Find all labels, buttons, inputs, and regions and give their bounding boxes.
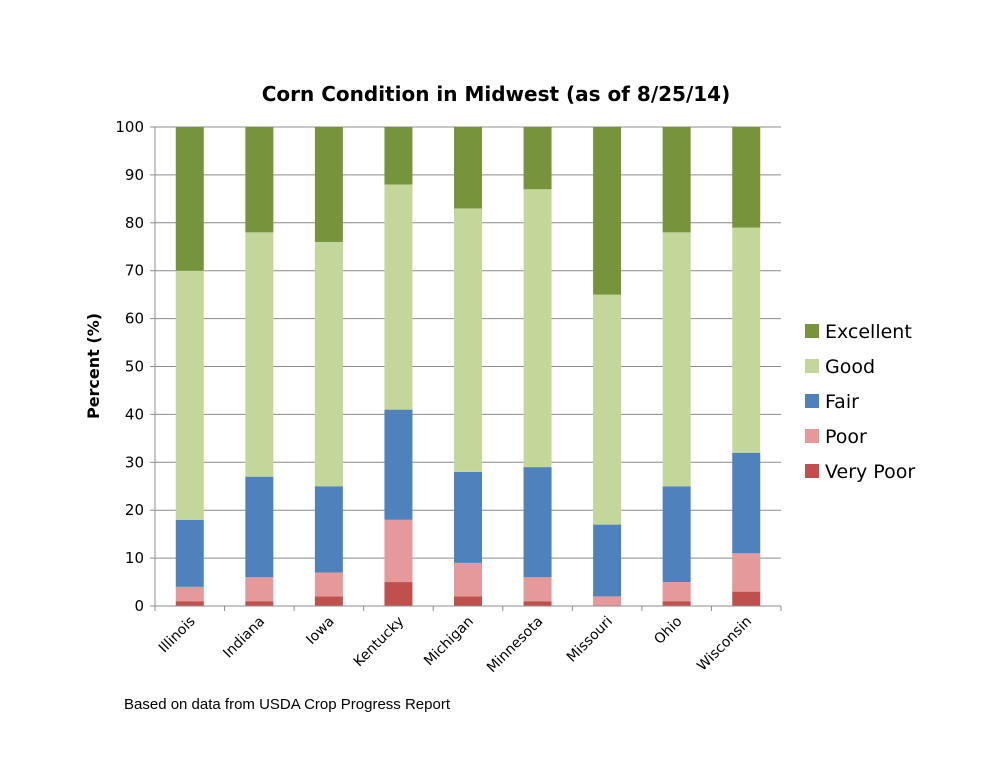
bar-segment-good (523, 189, 552, 468)
bar-segment-very-poor (523, 601, 552, 606)
x-tick-label: Minnesota (484, 614, 546, 676)
y-tick-label: 50 (125, 358, 144, 376)
y-axis-label: Percent (%) (84, 313, 103, 419)
bar-segment-good (732, 227, 761, 453)
bar-segment-excellent (175, 127, 204, 271)
bar-segment-very-poor (384, 582, 413, 606)
legend-swatch (805, 324, 819, 338)
bar-segment-poor (454, 562, 482, 597)
bar-segment-poor (245, 577, 274, 602)
legend-label: Good (825, 356, 875, 378)
bar-segment-poor (314, 572, 343, 597)
x-tick-label: Michigan (421, 614, 477, 670)
bar-segment-fair (593, 524, 622, 597)
x-tick-label: Iowa (303, 614, 337, 648)
bar-segment-poor (732, 553, 761, 592)
bar-segment-poor (175, 586, 204, 602)
bar-segment-fair (732, 452, 761, 554)
y-tick-label: 60 (125, 310, 144, 328)
source-note: Based on data from USDA Crop Progress Re… (124, 696, 451, 713)
legend-label: Poor (825, 426, 867, 448)
bar-segment-fair (314, 486, 343, 573)
x-tick-label: Wisconsin (694, 614, 755, 675)
bars (175, 127, 761, 606)
bar-segment-poor (523, 577, 552, 602)
bar-segment-fair (662, 486, 691, 583)
bar-segment-good (384, 184, 413, 410)
bar-segment-excellent (732, 127, 761, 228)
bar-segment-fair (523, 467, 552, 578)
y-tick-label: 20 (125, 501, 144, 519)
y-tick-label: 80 (125, 214, 144, 232)
y-tick-label: 0 (134, 597, 144, 615)
bar-segment-good (314, 241, 343, 487)
bar-segment-excellent (314, 127, 343, 242)
bar-segment-good (175, 270, 204, 520)
y-tick-label: 40 (125, 405, 144, 423)
bar-segment-poor (662, 582, 691, 602)
bar-segment-excellent (454, 127, 482, 209)
bar-segment-fair (454, 471, 482, 563)
bar-segment-fair (175, 519, 204, 587)
legend-swatch (805, 464, 819, 478)
bar-segment-fair (384, 409, 413, 520)
bar-segment-excellent (523, 127, 552, 190)
bar-segment-poor (384, 519, 413, 583)
y-tick-label: 10 (125, 549, 144, 567)
legend: Excellent Good Fair Poor Very Poor (805, 321, 915, 483)
y-tick-label: 30 (125, 453, 144, 471)
bar-segment-very-poor (314, 596, 343, 606)
legend-label: Very Poor (825, 461, 915, 483)
legend-swatch (805, 429, 819, 443)
x-tick-label: Kentucky (351, 614, 408, 671)
bar-segment-good (245, 232, 274, 477)
legend-swatch (805, 394, 819, 408)
y-tick-label: 90 (125, 166, 144, 184)
bar-segment-fair (245, 476, 274, 578)
bar-segment-very-poor (175, 601, 204, 606)
y-tick-label: 100 (115, 118, 144, 136)
y-tick-label: 70 (125, 262, 144, 280)
bar-segment-very-poor (245, 601, 274, 606)
x-tick-label: Missouri (564, 614, 616, 666)
bar-segment-excellent (662, 127, 691, 233)
bar-segment-excellent (245, 127, 274, 233)
bar-segment-excellent (593, 127, 622, 295)
bar-segment-good (662, 232, 691, 487)
bar-segment-good (593, 294, 622, 525)
x-tick-label: Illinois (156, 614, 199, 657)
x-tick-label: Ohio (651, 614, 685, 648)
bar-segment-very-poor (662, 601, 691, 606)
legend-label: Excellent (825, 321, 912, 343)
chart-title: Corn Condition in Midwest (as of 8/25/14… (262, 82, 731, 106)
bar-segment-very-poor (454, 596, 482, 606)
legend-label: Fair (825, 391, 859, 413)
bar-segment-very-poor (732, 591, 761, 606)
x-tick-label: Indiana (220, 614, 268, 662)
bar-segment-excellent (384, 127, 413, 185)
bar-segment-poor (593, 596, 622, 606)
bar-segment-good (454, 208, 482, 472)
legend-swatch (805, 359, 819, 373)
